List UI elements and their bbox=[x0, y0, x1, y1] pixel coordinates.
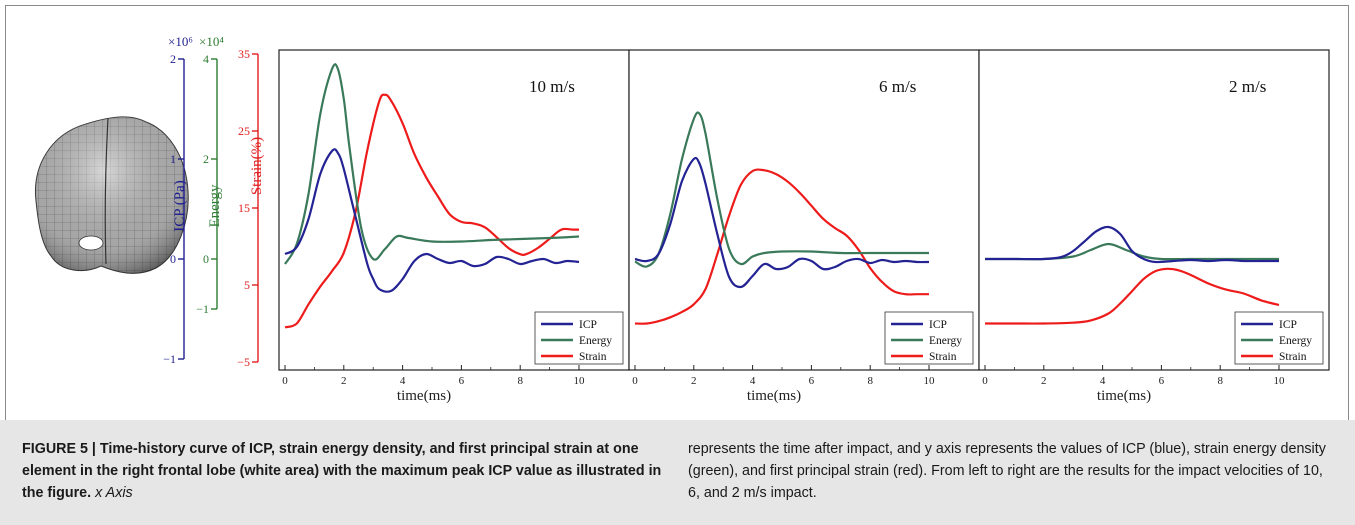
x-tick-label: 8 bbox=[1217, 375, 1223, 387]
legend-label-strain: Strain bbox=[1279, 351, 1307, 363]
axis-tick-label-energy: 4 bbox=[203, 52, 209, 66]
axis-tick-label-strain: 5 bbox=[244, 278, 250, 292]
x-tick-label: 10 bbox=[574, 375, 586, 387]
axis-tick-label-strain: 15 bbox=[238, 201, 250, 215]
legend: ICP Energy Strain bbox=[884, 311, 974, 365]
left-axes: 2 1 0 −1 ×10⁶ ICP (Pa) 4 2 0 −1 ×10⁴ Energy 35 25 15 5 −… bbox=[163, 34, 265, 369]
caption-right-column: represents the time after impact, and y … bbox=[688, 438, 1338, 504]
panel-title: 6 m/s bbox=[879, 77, 916, 96]
x-axis-label: time(ms) bbox=[397, 388, 451, 404]
panel-title: 2 m/s bbox=[1229, 77, 1266, 96]
axis-label-energy: Energy bbox=[207, 184, 223, 228]
axis-tick-label-icp: 2 bbox=[170, 52, 176, 66]
legend-label-strain: Strain bbox=[929, 351, 957, 363]
legend-label-strain: Strain bbox=[579, 351, 607, 363]
caption-right-text: represents the time after impact, and y … bbox=[688, 441, 1326, 501]
figure-caption: FIGURE 5 | Time-history curve of ICP, st… bbox=[0, 420, 1355, 525]
axis-energy: 4 2 0 −1 ×10⁴ Energy bbox=[196, 34, 224, 316]
x-tick-label: 4 bbox=[1100, 375, 1106, 387]
axis-strain: 35 25 15 5 −5 Strain(%) bbox=[237, 47, 265, 369]
x-tick-label: 2 bbox=[1041, 375, 1047, 387]
x-tick-label: 2 bbox=[691, 375, 697, 387]
figure-frame: 2 1 0 −1 ×10⁶ ICP (Pa) 4 2 0 −1 ×10⁴ Energy 35 25 15 5−… bbox=[5, 5, 1349, 520]
panel-1: 0 2 4 6 8 10 time(ms) 10 m/s ICP Energy Strain bbox=[278, 49, 630, 404]
series-line-energy bbox=[284, 63, 580, 265]
x-tick-label: 0 bbox=[982, 375, 988, 387]
axis-label-strain: Strain(%) bbox=[249, 137, 265, 195]
series-line-icp bbox=[985, 225, 1279, 264]
axis-tick-label-strain: 35 bbox=[238, 47, 250, 61]
x-axis-label: time(ms) bbox=[1097, 388, 1151, 404]
x-tick-label: 8 bbox=[867, 375, 873, 387]
axis-tick-label-strain: −5 bbox=[237, 355, 250, 369]
x-tick-label: 6 bbox=[459, 375, 465, 387]
x-tick-label: 2 bbox=[341, 375, 347, 387]
series-line-icp bbox=[634, 156, 930, 289]
axis-icp: 2 1 0 −1 ×10⁶ ICP (Pa) bbox=[163, 34, 193, 366]
axis-tick-label-energy: 0 bbox=[203, 252, 209, 266]
panel-2: 0 2 4 6 8 10 time(ms) 6 m/s ICP Energy Strain bbox=[628, 49, 980, 404]
series-line-energy bbox=[634, 111, 929, 268]
legend: ICP Energy Strain bbox=[534, 311, 624, 365]
x-tick-label: 10 bbox=[924, 375, 936, 387]
brain-model-illustration bbox=[34, 116, 189, 274]
axis-multiplier-icp: ×10⁶ bbox=[168, 34, 193, 49]
chart-panels: 0 2 4 6 8 10 time(ms) 10 m/s ICP Energy Strain 0 2 4 6… bbox=[278, 49, 1330, 404]
legend-label-icp: ICP bbox=[929, 319, 947, 331]
x-tick-label: 0 bbox=[632, 375, 638, 387]
axis-tick-label-energy: 2 bbox=[203, 152, 209, 166]
axis-tick-label-icp: 0 bbox=[170, 252, 176, 266]
panel-title: 10 m/s bbox=[529, 77, 575, 96]
x-tick-label: 10 bbox=[1274, 375, 1286, 387]
series-line-strain bbox=[985, 267, 1280, 325]
caption-left-text: x Axis bbox=[95, 485, 133, 501]
x-axis-label: time(ms) bbox=[747, 388, 801, 404]
axis-tick-label-icp: −1 bbox=[163, 352, 176, 366]
legend-label-energy: Energy bbox=[1279, 335, 1312, 347]
axis-multiplier-energy: ×10⁴ bbox=[199, 34, 224, 49]
axis-tick-label-strain: 25 bbox=[238, 124, 250, 138]
x-tick-label: 4 bbox=[750, 375, 756, 387]
legend-label-icp: ICP bbox=[579, 319, 597, 331]
x-tick-label: 6 bbox=[809, 375, 815, 387]
legend-label-energy: Energy bbox=[579, 335, 612, 347]
legend: ICP Energy Strain bbox=[1234, 311, 1324, 365]
x-tick-label: 0 bbox=[282, 375, 288, 387]
legend-label-icp: ICP bbox=[1279, 319, 1297, 331]
x-tick-label: 8 bbox=[517, 375, 523, 387]
series-line-strain bbox=[284, 93, 579, 329]
series-line-icp bbox=[284, 148, 580, 293]
legend-label-energy: Energy bbox=[929, 335, 962, 347]
x-tick-label: 6 bbox=[1159, 375, 1165, 387]
series-line-strain bbox=[634, 168, 929, 325]
caption-left-column: FIGURE 5 | Time-history curve of ICP, st… bbox=[22, 438, 662, 504]
axis-tick-label-icp: 1 bbox=[170, 152, 176, 166]
panel-3: 0 2 4 6 8 10 time(ms) 2 m/s ICP Energy Strain bbox=[978, 49, 1330, 404]
x-tick-label: 4 bbox=[400, 375, 406, 387]
axis-label-icp: ICP (Pa) bbox=[172, 180, 188, 232]
caption-lead: FIGURE 5 | Time-history curve of ICP, st… bbox=[22, 441, 662, 501]
axis-tick-label-energy: −1 bbox=[196, 302, 209, 316]
